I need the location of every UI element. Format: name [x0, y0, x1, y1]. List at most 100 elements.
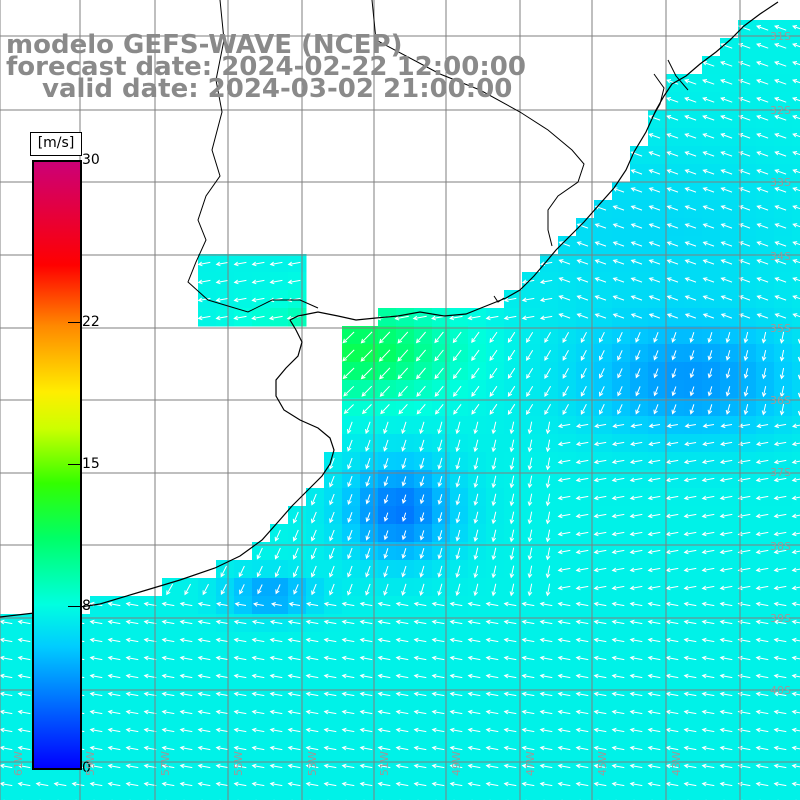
wind-arrow	[539, 781, 553, 787]
wind-arrow	[671, 386, 677, 397]
wind-arrow	[756, 151, 769, 157]
wind-arrow	[521, 727, 535, 733]
wind-arrow	[575, 745, 589, 751]
wind-arrow	[125, 781, 139, 787]
wind-arrow	[665, 585, 679, 591]
wind-arrow	[269, 673, 283, 679]
wind-arrow	[17, 655, 31, 661]
wind-arrow	[455, 493, 461, 506]
wind-arrow	[791, 637, 800, 643]
wind-arrow	[755, 585, 769, 591]
wind-arrow	[491, 457, 497, 471]
wind-arrow	[467, 315, 481, 321]
wind-arrow	[341, 745, 355, 751]
wind-speed-cell	[306, 794, 325, 800]
wind-arrow	[401, 494, 407, 504]
wind-arrow	[737, 619, 751, 625]
wind-arrow	[380, 404, 390, 415]
wind-arrow	[575, 655, 589, 661]
wind-arrow	[545, 547, 551, 561]
wind-arrow	[666, 97, 679, 103]
wind-arrow	[179, 637, 193, 643]
wind-arrow	[629, 727, 643, 733]
wind-arrow	[701, 531, 715, 537]
wind-speed-cell	[774, 794, 793, 800]
wind-arrow	[562, 331, 570, 344]
wind-arrow	[773, 637, 787, 643]
wind-speed-cell	[54, 794, 73, 800]
wind-arrow	[397, 367, 409, 380]
wind-arrow	[720, 61, 733, 67]
wind-arrow	[738, 133, 751, 139]
wind-arrow	[719, 585, 733, 591]
wind-arrow	[365, 421, 371, 435]
wind-speed-cell	[90, 794, 109, 800]
latitude-label: 36S	[770, 394, 791, 407]
wind-arrow	[467, 781, 481, 787]
wind-arrow	[738, 441, 751, 447]
wind-arrow	[719, 655, 733, 661]
wind-arrow	[684, 259, 697, 265]
wind-arrow	[521, 315, 535, 321]
wind-arrow	[107, 637, 121, 643]
wind-arrow	[197, 261, 211, 267]
wind-arrow	[701, 655, 715, 661]
wind-arrow	[287, 691, 301, 697]
wind-arrow	[437, 457, 443, 470]
latitude-label: 33S	[770, 176, 791, 189]
wind-speed-cell	[576, 794, 595, 800]
wind-arrow	[773, 709, 787, 715]
wind-arrow	[305, 637, 319, 643]
wind-arrow	[738, 295, 751, 301]
wind-arrow	[419, 494, 425, 505]
wind-arrow	[233, 745, 247, 751]
wind-arrow	[544, 367, 552, 380]
wind-speed-cell	[522, 794, 541, 800]
wind-arrow	[647, 637, 661, 643]
wind-arrow	[107, 601, 121, 607]
wind-arrow	[557, 513, 571, 519]
wind-arrow	[684, 441, 697, 447]
wind-arrow	[197, 619, 211, 625]
wind-arrow	[179, 745, 193, 751]
wind-arrow	[269, 655, 283, 661]
wind-arrow	[107, 655, 121, 661]
wind-arrow	[738, 277, 751, 283]
wind-arrow	[341, 673, 355, 679]
wind-arrow	[720, 97, 733, 103]
wind-arrow	[719, 637, 733, 643]
wind-arrow	[287, 673, 301, 679]
wind-arrow	[630, 187, 643, 193]
wind-arrow	[415, 331, 426, 344]
wind-arrow	[251, 745, 265, 751]
wind-arrow	[611, 585, 625, 591]
wind-arrow	[773, 549, 787, 555]
country-border	[187, 0, 319, 313]
colorbar-tick-mark	[68, 322, 80, 324]
wind-arrow	[503, 727, 517, 733]
wind-arrow	[431, 619, 445, 625]
wind-arrow	[666, 205, 679, 211]
wind-arrow	[434, 403, 444, 415]
wind-arrow	[179, 709, 193, 715]
wind-arrow	[665, 513, 679, 519]
wind-arrow	[701, 745, 715, 751]
wind-arrow	[539, 709, 553, 715]
wind-arrow	[233, 709, 247, 715]
wind-speed-cell	[792, 380, 800, 399]
wind-arrow	[305, 727, 319, 733]
wind-arrow	[0, 619, 13, 625]
wind-arrow	[342, 331, 355, 344]
wind-arrow	[774, 25, 787, 31]
wind-arrow	[329, 475, 335, 488]
wind-arrow	[365, 565, 371, 578]
wind-arrow	[434, 385, 444, 397]
wind-speed-cell	[792, 182, 800, 201]
wind-arrow	[125, 673, 139, 679]
colorbar-tick-mark	[68, 605, 80, 607]
wind-arrow	[599, 350, 605, 361]
colorbar-tick-label: 22	[82, 314, 100, 331]
wind-arrow	[521, 655, 535, 661]
wind-arrow	[791, 585, 800, 591]
wind-arrow	[251, 315, 265, 321]
